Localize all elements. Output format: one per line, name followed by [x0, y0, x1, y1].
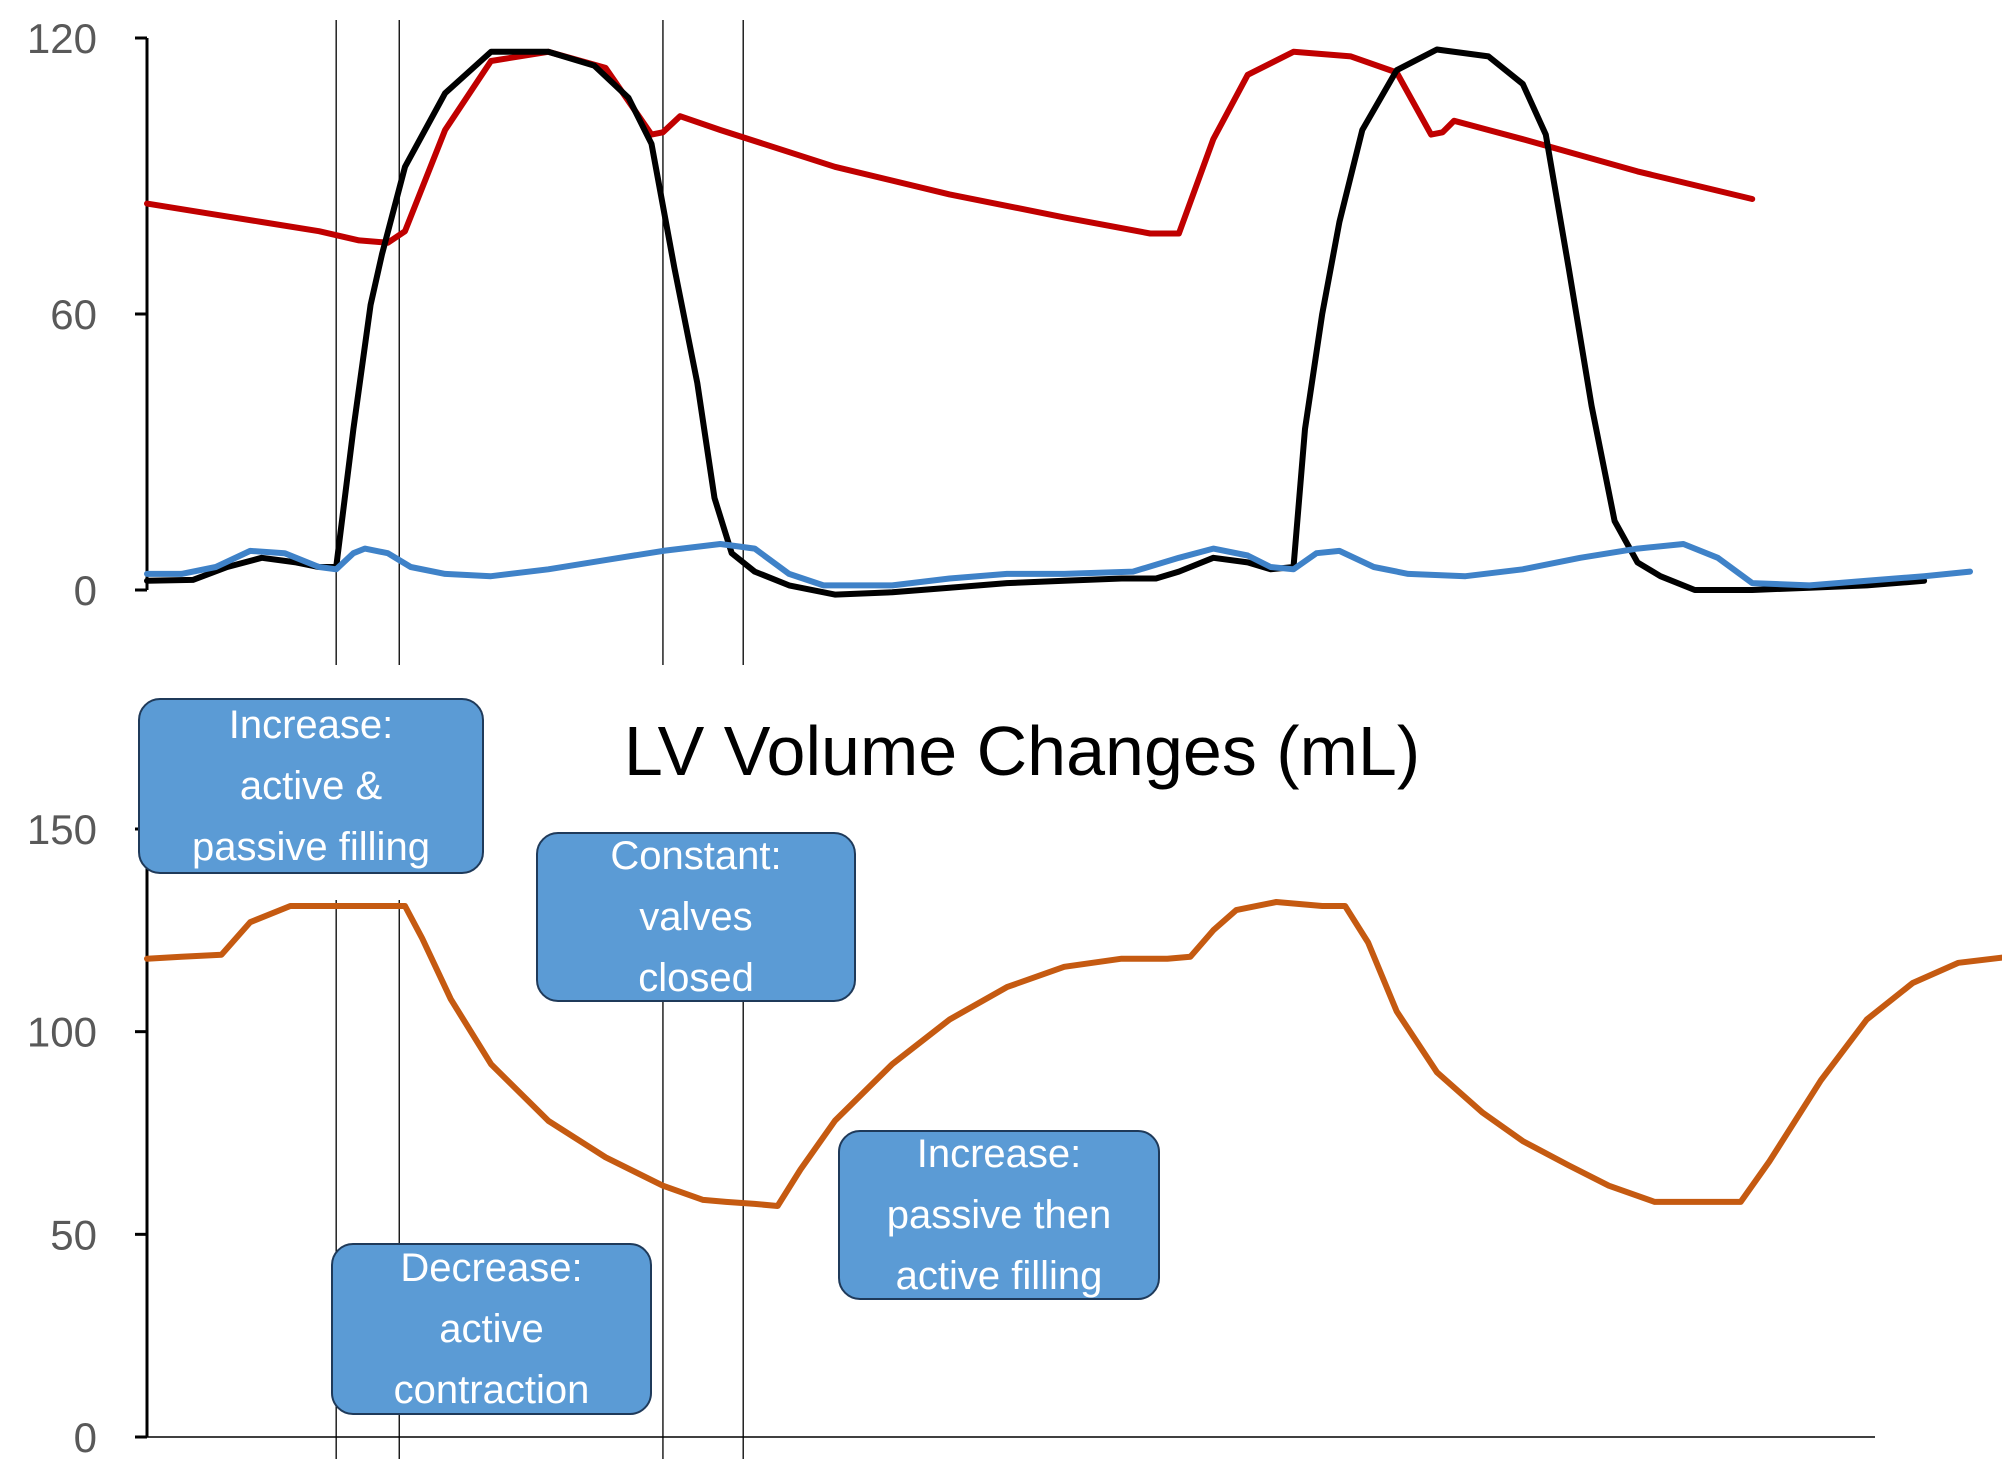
callout-line: valves: [639, 894, 753, 939]
callout-line: active filling: [895, 1253, 1103, 1298]
series-line-aortic: [144, 48, 1756, 246]
series-lines: [144, 46, 2002, 1209]
callout-decrease-active-contraction: Decrease: active contraction: [331, 1243, 652, 1415]
y-tick-label: 100: [27, 1009, 97, 1056]
series-line-atrial: [144, 541, 1973, 589]
callout-line: Constant:: [610, 833, 782, 878]
callout-increase-active-passive: Increase: active & passive filling: [138, 698, 484, 874]
callout-line: contraction: [393, 1367, 590, 1412]
series-line-lv: [144, 46, 1928, 598]
series-line-volume: [144, 899, 2002, 1209]
callout-line: passive then: [886, 1192, 1112, 1237]
callout-line: passive filling: [192, 824, 430, 869]
callout-line: active: [439, 1306, 544, 1351]
callout-line: closed: [638, 955, 754, 1000]
y-tick-label: 60: [50, 291, 97, 338]
callout-line: Increase:: [228, 702, 394, 747]
callout-constant-valves-closed: Constant: valves closed: [536, 832, 856, 1002]
callout-line: active &: [239, 763, 383, 808]
y-tick-label: 0: [74, 567, 97, 614]
callout-increase-passive-then-active: Increase: passive then active filling: [838, 1130, 1160, 1300]
y-tick-label: 150: [27, 806, 97, 853]
y-tick-label: 120: [27, 15, 97, 62]
volume-chart-title: LV Volume Changes (mL): [624, 712, 1420, 790]
callout-line: Decrease:: [400, 1245, 583, 1290]
axes: 0 60 120 0 50 100 150: [27, 15, 1875, 1459]
callout-line: Increase:: [916, 1131, 1082, 1176]
y-tick-label: 50: [50, 1211, 97, 1258]
y-tick-label: 0: [74, 1414, 97, 1459]
